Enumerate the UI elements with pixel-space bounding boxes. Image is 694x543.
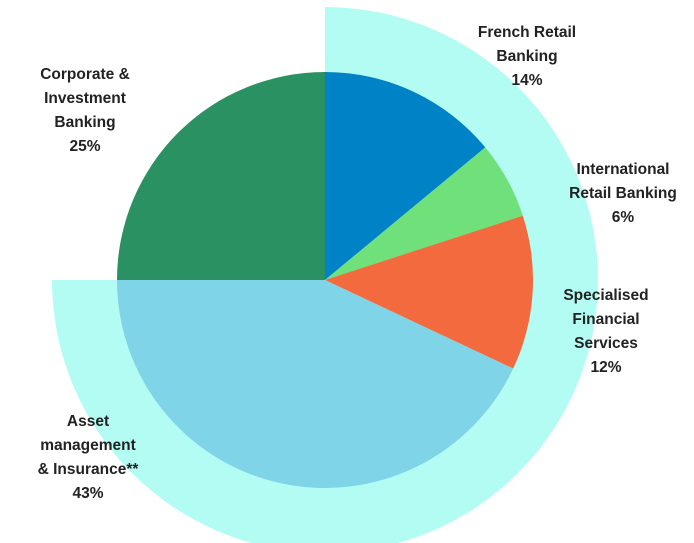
pie-slice bbox=[325, 72, 486, 280]
slice-label: Banking bbox=[54, 114, 115, 131]
slice-label: Corporate & bbox=[40, 66, 130, 83]
slice-label: & Insurance** bbox=[38, 461, 140, 478]
pie-slice bbox=[325, 147, 523, 280]
slice-label: Investment bbox=[44, 90, 126, 107]
slice-value-label: 6% bbox=[612, 209, 635, 226]
slice-value-label: 14% bbox=[511, 72, 542, 89]
slice-label: management bbox=[40, 437, 136, 454]
slice-label: Retail Banking bbox=[569, 185, 677, 202]
slice-label: Specialised bbox=[563, 287, 648, 304]
slice-label: International bbox=[576, 161, 669, 178]
slice-value-label: 43% bbox=[72, 485, 103, 502]
slice-value-label: 25% bbox=[69, 138, 100, 155]
slice-label: French Retail bbox=[478, 24, 576, 41]
slice-value-label: 12% bbox=[590, 359, 621, 376]
pie-slice bbox=[325, 215, 533, 369]
slice-label: Financial bbox=[572, 311, 639, 328]
pie-slice bbox=[117, 280, 514, 489]
slice-label: Services bbox=[574, 335, 638, 352]
pie-slice bbox=[117, 72, 325, 280]
slice-label: Banking bbox=[496, 48, 557, 65]
slice-label: Asset bbox=[67, 413, 109, 430]
